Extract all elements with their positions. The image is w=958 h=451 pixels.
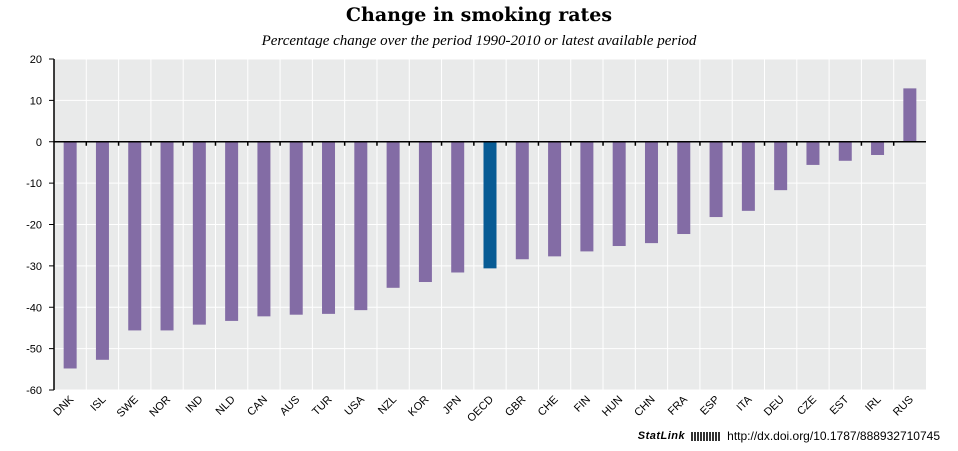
x-tick-label: SWE (115, 394, 141, 420)
x-tick-label: AUS (278, 394, 302, 418)
bar-nzl (386, 141, 400, 288)
statlink-logo-icon (691, 431, 722, 441)
bar-ind (192, 141, 206, 325)
bar-cze (806, 141, 820, 165)
y-tick-label: -30 (26, 261, 42, 273)
bar-ita (741, 141, 755, 211)
y-tick-label: -20 (26, 220, 42, 232)
bar-swe (128, 141, 142, 331)
x-tick-label: USA (342, 393, 367, 418)
bar-rus (903, 88, 917, 142)
bar-irl (871, 141, 885, 155)
x-tick-label: EST (828, 393, 852, 417)
x-tick-label: CHE (536, 394, 561, 419)
bar-fra (677, 141, 691, 235)
statlink-label: StatLink (637, 430, 686, 442)
bar-aus (289, 141, 303, 315)
x-tick-label: KOR (406, 394, 431, 419)
y-tick-label: -50 (26, 344, 42, 356)
doi-link[interactable]: http://dx.doi.org/10.1787/888932710745 (727, 429, 940, 443)
y-tick-label: 10 (30, 95, 42, 107)
bar-can (257, 141, 271, 317)
bar-hun (612, 141, 626, 247)
x-tick-label: JPN (441, 394, 464, 417)
bar-oecd (483, 141, 497, 269)
bar-tur (322, 141, 336, 314)
y-tick-label: 20 (30, 54, 42, 66)
bar-gbr (515, 141, 529, 260)
x-tick-label: NLD (214, 394, 238, 418)
chart-title: Change in smoking rates (345, 4, 613, 26)
x-tick-label: FIN (572, 394, 593, 415)
x-tick-label: TUR (310, 394, 335, 419)
bar-isl (95, 141, 109, 360)
y-tick-label: -40 (26, 302, 42, 314)
bar-jpn (451, 141, 465, 273)
x-tick-label: ITA (734, 393, 754, 413)
x-tick-label: OECD (465, 394, 496, 425)
x-tick-label: DEU (762, 394, 787, 419)
chart-subtitle: Percentage change over the period 1990-2… (261, 33, 697, 49)
bar-nor (160, 141, 174, 331)
footer: StatLink http://dx.doi.org/10.1787/88893… (638, 429, 940, 443)
x-tick-label: IRL (863, 394, 884, 415)
bar-esp (709, 141, 723, 218)
y-tick-label: 0 (36, 137, 42, 149)
bar-kor (418, 141, 432, 283)
x-tick-label: ESP (698, 394, 722, 418)
x-tick-label: FRA (666, 393, 691, 418)
x-tick-label: NOR (147, 394, 173, 420)
bar-che (548, 141, 562, 257)
x-tick-label: CAN (245, 394, 270, 419)
bar-est (838, 141, 852, 161)
x-tick-label: IND (184, 394, 206, 416)
y-tick-label: -60 (26, 385, 42, 397)
x-tick-label: CZE (795, 394, 819, 418)
x-tick-label: DNK (51, 393, 76, 418)
x-tick-label: GBR (503, 394, 528, 419)
x-tick-label: CHN (632, 394, 657, 419)
bar-dnk (63, 141, 77, 369)
bar-chn (644, 141, 658, 244)
bar-deu (774, 141, 788, 191)
bar-nld (225, 141, 239, 321)
y-tick-label: -10 (26, 178, 42, 190)
bar-usa (354, 141, 368, 311)
bar-fin (580, 141, 594, 252)
x-tick-label: ISL (88, 394, 108, 414)
x-tick-label: HUN (600, 394, 625, 419)
x-tick-label: NZL (376, 394, 399, 417)
x-tick-label: RUS (891, 394, 916, 419)
